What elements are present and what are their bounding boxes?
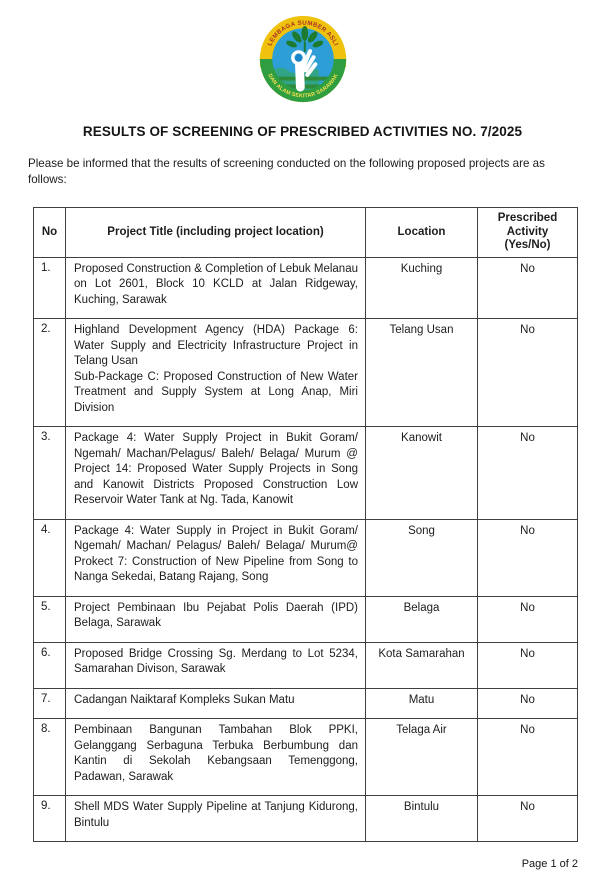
project-title-cell: Proposed Bridge Crossing Sg. Merdang to … <box>65 641 366 689</box>
table-row: 8. Pembinaan Bangunan Tambahan Blok PPKI… <box>33 718 578 796</box>
header-no: No <box>33 207 66 258</box>
prescribed-activity-cell: No <box>477 318 578 427</box>
table-header-row: No Project Title (including project loca… <box>33 207 578 258</box>
agency-logo-emblem: LEMBAGA SUMBER ASLI DAN ALAM SEKITAR SAR… <box>259 15 346 103</box>
location-cell: Belaga <box>365 595 478 643</box>
table-row: 3. Package 4: Water Supply Project in Bu… <box>33 426 578 520</box>
intro-paragraph: Please be informed that the results of s… <box>28 157 545 186</box>
prescribed-activity-cell: No <box>477 641 578 689</box>
table-row: 9. Shell MDS Water Supply Pipeline at Ta… <box>33 795 578 842</box>
project-title-cell: Highland Development Agency (HDA) Packag… <box>65 318 366 427</box>
prescribed-activity-cell: No <box>477 718 578 796</box>
location-cell: Kuching <box>365 256 478 319</box>
prescribed-activity-cell: No <box>477 518 578 597</box>
table-row: 2. Highland Development Agency (HDA) Pac… <box>33 318 578 427</box>
project-title-cell: Cadangan Naiktaraf Kompleks Sukan Matu <box>65 687 366 719</box>
agency-logo: LEMBAGA SUMBER ASLI DAN ALAM SEKITAR SAR… <box>0 0 605 105</box>
project-title-cell: Project Pembinaan Ibu Pejabat Polis Daer… <box>65 595 366 643</box>
prescribed-activity-cell: No <box>477 426 578 520</box>
header-location: Location <box>365 207 478 258</box>
location-cell: Telang Usan <box>365 318 478 427</box>
row-number: 3. <box>33 426 66 520</box>
row-number: 9. <box>33 795 66 842</box>
prescribed-activity-cell: No <box>477 256 578 319</box>
location-cell: Matu <box>365 687 478 719</box>
row-number: 4. <box>33 518 66 597</box>
prescribed-activity-cell: No <box>477 687 578 719</box>
header-project-title: Project Title (including project locatio… <box>65 207 366 258</box>
location-cell: Telaga Air <box>365 718 478 796</box>
table-row: 4. Package 4: Water Supply in Project in… <box>33 518 578 597</box>
ok-ring-icon <box>290 50 306 66</box>
water-drop-icon <box>294 51 302 63</box>
row-number: 6. <box>33 641 66 689</box>
location-cell: Song <box>365 518 478 597</box>
row-number: 5. <box>33 595 66 643</box>
row-number: 1. <box>33 256 66 319</box>
table-row: 7. Cadangan Naiktaraf Kompleks Sukan Mat… <box>33 687 578 719</box>
project-title-cell: Package 4: Water Supply in Project in Bu… <box>65 518 366 597</box>
location-cell: Kanowit <box>365 426 478 520</box>
project-title-cell: Proposed Construction & Completion of Le… <box>65 256 366 319</box>
header-prescribed-activity: Prescribed Activity (Yes/No) <box>477 207 578 258</box>
table-row: 1. Proposed Construction & Completion of… <box>33 256 578 319</box>
row-number: 2. <box>33 318 66 427</box>
screening-results-table: No Project Title (including project loca… <box>33 207 578 842</box>
project-title-cell: Package 4: Water Supply Project in Bukit… <box>65 426 366 520</box>
location-cell: Bintulu <box>365 795 478 842</box>
hand-icon <box>294 49 317 92</box>
project-title-cell: Pembinaan Bangunan Tambahan Blok PPKI, G… <box>65 718 366 796</box>
table-row: 6. Proposed Bridge Crossing Sg. Merdang … <box>33 641 578 689</box>
row-number: 8. <box>33 718 66 796</box>
prescribed-activity-cell: No <box>477 795 578 842</box>
page-number: Page 1 of 2 <box>521 858 578 870</box>
plant-icon <box>285 26 323 52</box>
row-number: 7. <box>33 687 66 719</box>
project-title-cell: Shell MDS Water Supply Pipeline at Tanju… <box>65 795 366 842</box>
table-row: 5. Project Pembinaan Ibu Pejabat Polis D… <box>33 595 578 643</box>
page-title: RESULTS OF SCREENING OF PRESCRIBED ACTIV… <box>82 124 523 139</box>
location-cell: Kota Samarahan <box>365 641 478 689</box>
prescribed-activity-cell: No <box>477 595 578 643</box>
